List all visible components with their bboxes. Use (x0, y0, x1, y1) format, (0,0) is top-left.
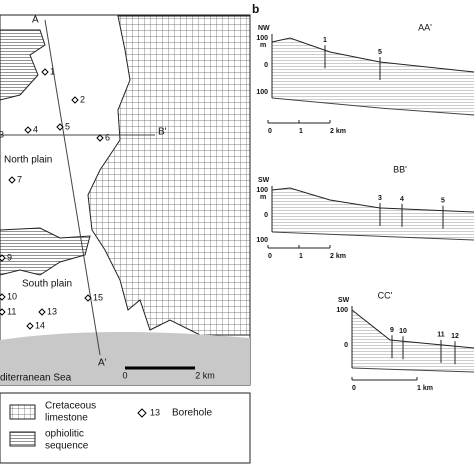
borehole-marker (24, 126, 32, 134)
borehole-label: 15 (93, 292, 103, 302)
borehole-marker (41, 68, 49, 76)
legend-swatch (9, 431, 36, 447)
point-label: A' (98, 358, 107, 369)
scale-label: 2 km (195, 370, 215, 380)
ophiolite-area (0, 227, 91, 276)
ground-surface (271, 37, 474, 73)
borehole-label: 2 (80, 94, 85, 104)
point-label: B' (158, 127, 167, 138)
legend-swatch (9, 404, 36, 420)
section-base (351, 367, 474, 373)
borehole-label: 5 (378, 49, 382, 56)
borehole-label: 1 (50, 66, 55, 76)
section-line-aa (44, 19, 101, 356)
legend-label: sequence (45, 441, 89, 452)
borehole-marker (26, 322, 34, 330)
scale-label: 0 (122, 370, 127, 380)
depth-label: 100 (336, 307, 348, 314)
borehole-marker (0, 254, 6, 262)
section-title: BB' (393, 164, 407, 174)
borehole-label: 13 (47, 306, 57, 316)
legend: Cretaceous limestone ophiolitic sequence… (0, 392, 251, 464)
borehole-label: 4 (400, 196, 404, 203)
depth-label: 0 (344, 342, 348, 349)
region-label: North plain (4, 155, 52, 166)
distance-label: 0 (268, 128, 272, 135)
legend-frame (0, 392, 251, 464)
distance-label: 2 km (330, 253, 346, 260)
borehole-label: 10 (7, 291, 17, 301)
ground-surface (351, 309, 474, 349)
depth-label: 100 (256, 187, 268, 194)
section-rock (352, 310, 474, 372)
borehole-label: 9 (390, 327, 394, 334)
section-rock (272, 188, 474, 240)
depth-label: 100 (256, 89, 268, 96)
unit-label: m (260, 194, 266, 201)
borehole-label: 9 (7, 252, 12, 262)
panel-label: b (252, 2, 259, 16)
borehole-marker (84, 294, 92, 302)
unit-label: m (260, 42, 266, 49)
section-base (271, 97, 474, 116)
borehole-label: 4 (33, 124, 38, 134)
direction-label: SW (258, 177, 270, 184)
borehole-label: 5 (441, 198, 445, 205)
distance-label: 1 (299, 253, 303, 260)
distance-label: 0 (352, 385, 356, 392)
borehole-marker (71, 96, 79, 104)
borehole-label: 7 (17, 174, 22, 184)
borehole-label: 6 (105, 132, 110, 142)
legend-label: 13 (150, 407, 160, 417)
borehole-marker (56, 123, 64, 131)
depth-label: 100 (256, 237, 268, 244)
borehole-marker (0, 308, 6, 316)
legend-label: limestone (45, 413, 88, 424)
depth-label: 0 (264, 62, 268, 69)
ophiolite-area (0, 29, 46, 101)
legend-label: Borehole (172, 408, 212, 419)
borehole-label: 11 (437, 332, 445, 339)
depth-label: 100 (256, 35, 268, 42)
borehole-marker (38, 308, 46, 316)
depth-label: 0 (264, 212, 268, 219)
section-rock (272, 38, 474, 115)
section-title: CC' (378, 290, 393, 300)
section-title: AA' (418, 22, 432, 32)
borehole-marker (8, 176, 16, 184)
ground-surface (271, 187, 474, 213)
borehole-marker (0, 293, 6, 301)
direction-label: NW (258, 25, 270, 32)
borehole-label: 3 (0, 129, 4, 139)
legend-label: Cretaceous (45, 401, 96, 412)
point-label: A (32, 15, 39, 26)
legend-label: ophiolitic (45, 429, 84, 440)
borehole-label: 11 (7, 306, 16, 316)
distance-label: 0 (268, 253, 272, 260)
distance-label: 1 (299, 128, 303, 135)
direction-label: SW (338, 297, 350, 304)
map: A A' B' North plain South plain diterran… (0, 14, 251, 386)
borehole-label: 12 (451, 333, 459, 340)
borehole-marker (96, 134, 104, 142)
distance-label: 2 km (330, 128, 346, 135)
region-label: diterranean Sea (0, 373, 72, 384)
distance-label: 1 km (417, 385, 433, 392)
section-base (271, 231, 474, 241)
borehole-label: 1 (323, 37, 327, 44)
borehole-label: 5 (65, 121, 70, 131)
borehole-symbol (137, 408, 147, 418)
borehole-label: 10 (399, 328, 407, 335)
borehole-label: 14 (35, 320, 45, 330)
region-label: South plain (22, 279, 72, 290)
borehole-label: 3 (378, 195, 382, 202)
sea (0, 331, 250, 385)
